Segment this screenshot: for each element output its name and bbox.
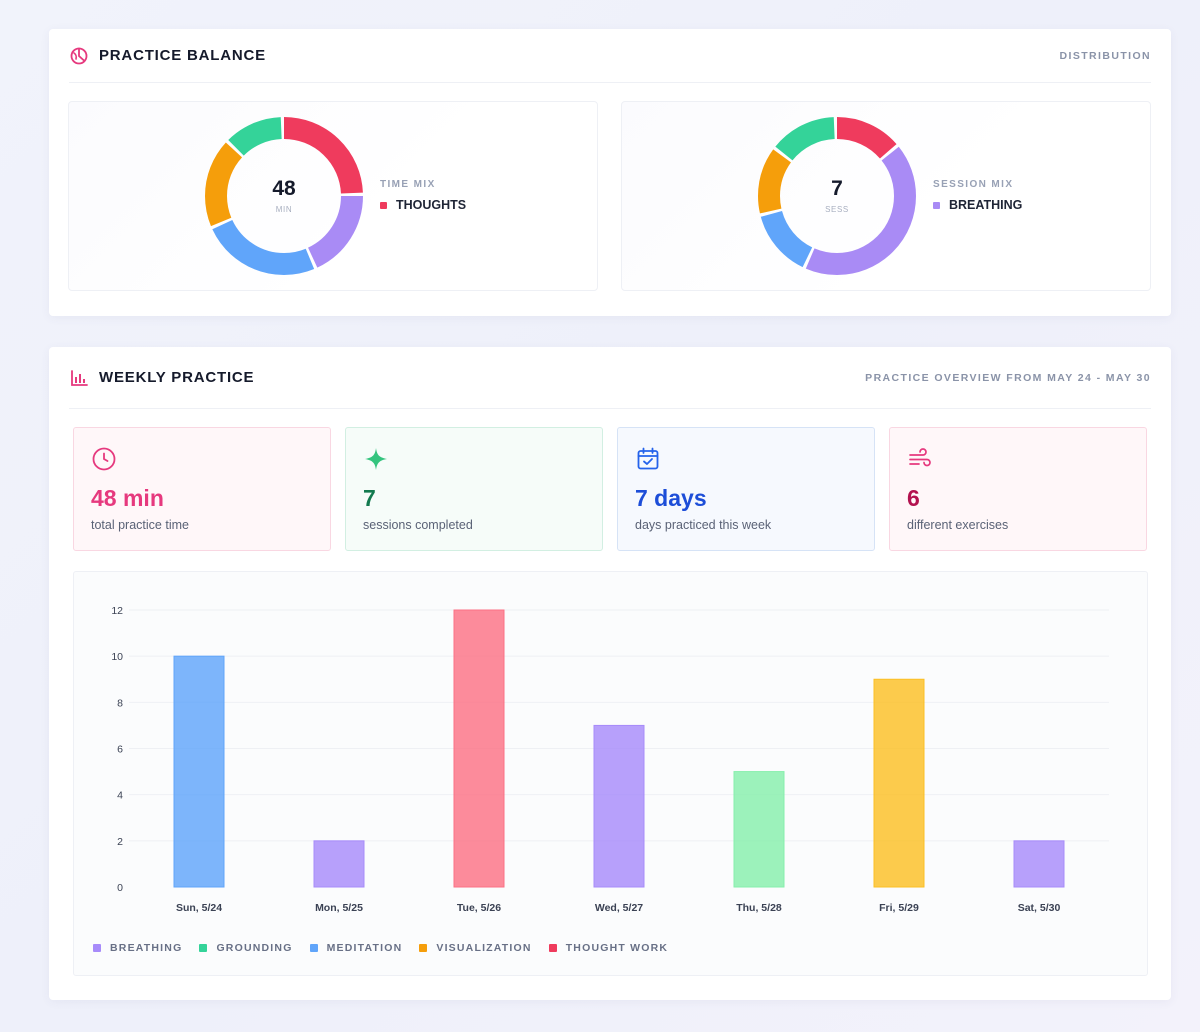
session-mix-legend-swatch bbox=[933, 201, 940, 209]
y-tick-label: 8 bbox=[117, 697, 123, 709]
chart-legend: BREATHING GROUNDING MEDITATION VISUALIZATIO… bbox=[93, 942, 668, 954]
time-mix-legend-label: THOUGHTS bbox=[396, 198, 467, 212]
practice-balance-title-group: PRACTICE BALANCE bbox=[69, 46, 266, 66]
stat-sessions-label: sessions completed bbox=[363, 518, 473, 532]
stat-days-label: days practiced this week bbox=[635, 518, 772, 532]
x-tick-label: Sat, 5/30 bbox=[1018, 902, 1061, 914]
weekly-practice-subtitle: PRACTICE OVERVIEW FROM MAY 24 - MAY 30 bbox=[865, 371, 1151, 384]
legend-item[interactable]: THOUGHT WORK bbox=[548, 942, 669, 954]
practice-balance-subtitle: DISTRIBUTION bbox=[1059, 49, 1151, 62]
session-mix-legend: SESSION MIX BREATHING bbox=[933, 179, 1022, 212]
weekly-practice-card: WEEKLY PRACTICE PRACTICE OVERVIEW FROM M… bbox=[49, 347, 1171, 1000]
practice-balance-title: PRACTICE BALANCE bbox=[99, 47, 266, 64]
session-mix-center: 7 SESS bbox=[756, 115, 918, 277]
session-mix-segment-2 bbox=[758, 117, 916, 275]
y-tick-label: 2 bbox=[117, 836, 123, 848]
session-mix-segment-1 bbox=[758, 117, 916, 275]
legend-item[interactable]: VISUALIZATION bbox=[419, 942, 531, 954]
session-mix-legend-label: BREATHING bbox=[949, 198, 1023, 212]
stat-exercises: 6 different exercises bbox=[889, 427, 1147, 551]
session-mix-donut bbox=[758, 117, 916, 275]
y-tick-label: 12 bbox=[111, 605, 123, 617]
legend-item[interactable]: BREATHING bbox=[93, 942, 182, 954]
legend-swatch bbox=[309, 944, 318, 952]
legend-label: VISUALIZATION bbox=[436, 942, 532, 954]
bar-2[interactable] bbox=[313, 840, 365, 888]
x-tick-label: Mon, 5/25 bbox=[315, 902, 363, 914]
time-mix-legend-swatch bbox=[380, 201, 387, 209]
legend-item[interactable]: GROUNDING bbox=[199, 942, 292, 954]
time-mix-legend: TIME MIX THOUGHTS bbox=[380, 179, 466, 212]
sparkle-icon bbox=[365, 448, 387, 470]
stat-exercises-label: different exercises bbox=[907, 518, 1009, 532]
time-mix-panel: 48 MIN TIME MIX THOUGHTS bbox=[68, 101, 598, 291]
legend-swatch bbox=[419, 944, 428, 952]
legend-label: MEDITATION bbox=[326, 942, 403, 954]
stat-exercises-value: 6 bbox=[907, 485, 920, 511]
pie-chart-icon bbox=[70, 47, 88, 64]
weekly-practice-header: WEEKLY PRACTICE PRACTICE OVERVIEW FROM M… bbox=[69, 347, 1151, 409]
time-mix-unit: MIN bbox=[275, 205, 293, 214]
session-mix-value: 7 bbox=[831, 177, 843, 200]
legend-label: GROUNDING bbox=[216, 942, 293, 954]
time-mix-value: 48 bbox=[272, 177, 296, 200]
y-tick-label: 4 bbox=[117, 790, 123, 802]
stat-days-value: 7 days bbox=[635, 485, 707, 511]
time-mix-legend-title: TIME MIX bbox=[380, 179, 436, 190]
x-tick-label: Tue, 5/26 bbox=[457, 902, 501, 914]
y-tick-label: 6 bbox=[117, 744, 123, 756]
wind-icon bbox=[909, 448, 931, 467]
legend-label: THOUGHT WORK bbox=[565, 942, 669, 954]
x-tick-label: Wed, 5/27 bbox=[595, 902, 643, 914]
bar-5[interactable] bbox=[733, 771, 785, 888]
bar-7[interactable] bbox=[1013, 840, 1065, 888]
y-tick-label: 10 bbox=[111, 651, 123, 663]
session-mix-panel: 7 SESS SESSION MIX BREATHING bbox=[621, 101, 1151, 291]
legend-swatch bbox=[93, 944, 101, 952]
weekly-practice-title-group: WEEKLY PRACTICE bbox=[69, 368, 254, 388]
legend-item[interactable]: MEDITATION bbox=[309, 942, 403, 954]
weekly-bar-chart: 0 2 4 6 8 10 12 Sun, 5/24 Mon, 5/25 Tue, 5/26 Wed,… bbox=[111, 605, 1109, 914]
session-mix-legend-item: BREATHING bbox=[933, 198, 1022, 212]
stat-total-time-value: 48 min bbox=[91, 485, 164, 511]
stat-sessions: 7 sessions completed bbox=[345, 427, 603, 551]
bar-4[interactable] bbox=[593, 724, 645, 888]
x-tick-label: Sun, 5/24 bbox=[176, 902, 222, 914]
legend-swatch bbox=[199, 944, 208, 952]
time-mix-legend-item: THOUGHTS bbox=[380, 198, 466, 212]
time-mix-segment-1 bbox=[205, 117, 363, 275]
practice-balance-header: PRACTICE BALANCE DISTRIBUTION bbox=[69, 29, 1151, 83]
practice-balance-card: PRACTICE BALANCE DISTRIBUTION 48 MIN TIM… bbox=[49, 29, 1171, 316]
x-tick-label: Thu, 5/28 bbox=[736, 902, 782, 914]
x-tick-label: Fri, 5/29 bbox=[879, 902, 919, 914]
bar-chart-icon bbox=[71, 369, 88, 386]
legend-label: BREATHING bbox=[110, 942, 183, 954]
y-tick-label: 0 bbox=[117, 882, 123, 894]
legend-swatch bbox=[548, 944, 557, 952]
calendar-icon bbox=[637, 447, 659, 470]
weekly-bar-chart-panel: 0 2 4 6 8 10 12 Sun, 5/24 Mon, 5/25 Tue, 5/26 Wed,… bbox=[73, 571, 1148, 976]
time-mix-segment-3 bbox=[205, 117, 363, 275]
bar-6[interactable] bbox=[873, 678, 925, 888]
stat-total-time-label: total practice time bbox=[91, 518, 189, 532]
bar-3[interactable] bbox=[453, 609, 505, 888]
time-mix-donut bbox=[205, 117, 363, 275]
stat-total-time: 48 min total practice time bbox=[73, 427, 331, 551]
bar-1[interactable] bbox=[173, 655, 225, 888]
stat-days: 7 days days practiced this week bbox=[617, 427, 875, 551]
session-mix-legend-title: SESSION MIX bbox=[933, 179, 1014, 190]
time-mix-center: 48 MIN bbox=[203, 115, 365, 277]
session-mix-unit: SESS bbox=[825, 205, 849, 214]
stat-sessions-value: 7 bbox=[363, 485, 376, 511]
clock-icon bbox=[92, 447, 116, 471]
session-mix-segment-4 bbox=[758, 117, 916, 275]
time-mix-segment-4 bbox=[205, 117, 363, 275]
weekly-practice-title: WEEKLY PRACTICE bbox=[99, 369, 255, 386]
